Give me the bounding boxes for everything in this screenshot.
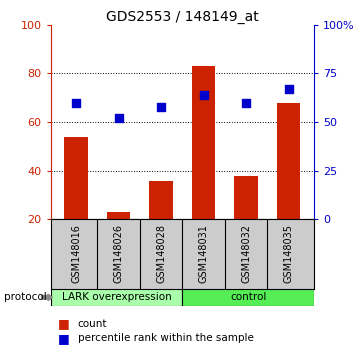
Point (158, 104, 164, 109)
Text: control: control (230, 292, 266, 302)
Bar (277, 103, 300, 219)
Text: percentile rank within the sample: percentile rank within the sample (78, 333, 253, 343)
Point (286, 86, 291, 92)
Point (116, 115, 121, 121)
Text: GSM148016: GSM148016 (71, 224, 81, 284)
Text: ■: ■ (58, 318, 70, 330)
Bar (51, 289, 182, 306)
Text: ■: ■ (58, 332, 70, 344)
Bar (182, 289, 314, 306)
Bar (64, 137, 88, 219)
Text: GSM148035: GSM148035 (284, 224, 293, 284)
Point (201, 92, 206, 98)
Title: GDS2553 / 148149_at: GDS2553 / 148149_at (106, 10, 259, 24)
Text: protocol: protocol (4, 292, 46, 302)
Point (243, 100, 249, 105)
Bar (234, 176, 258, 219)
Bar (192, 66, 215, 219)
Text: GSM148031: GSM148031 (199, 224, 209, 284)
Bar (107, 212, 130, 219)
Text: GSM148026: GSM148026 (114, 224, 123, 284)
Bar (149, 181, 173, 219)
Point (73, 100, 79, 105)
Text: GSM148032: GSM148032 (241, 224, 251, 284)
Text: LARK overexpression: LARK overexpression (61, 292, 171, 302)
Text: GSM148028: GSM148028 (156, 224, 166, 284)
Text: count: count (78, 319, 107, 329)
